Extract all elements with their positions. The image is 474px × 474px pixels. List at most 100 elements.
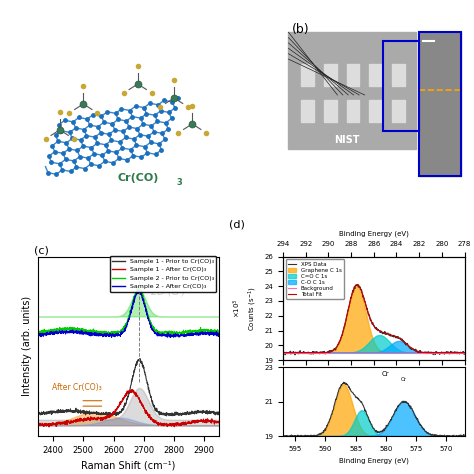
Text: Cr(CO): Cr(CO) (117, 173, 158, 183)
Sample 2 - After Cr(CO)₃ (109, 332, 114, 338)
Sample 2 - Prior to Cr(CO)₃ (180, 329, 186, 335)
Sample 1 - After Cr(CO)₃ (129, 387, 135, 392)
Total Fit (379, 329, 384, 335)
Bar (301, 64, 314, 86)
Bar (392, 100, 405, 122)
Bar (324, 100, 337, 122)
Sample 1 - After Cr(CO)₃ (35, 421, 41, 427)
Y-axis label: Counts (s$^{-1}$): Counts (s$^{-1}$) (246, 286, 259, 331)
Sample 1 - Prior to Cr(CO)₃ (54, 409, 59, 415)
Text: Cr: Cr (382, 371, 390, 377)
Sample 2 - Prior to Cr(CO)₃ (170, 332, 176, 337)
Sample 1 - After Cr(CO)₃ (217, 420, 222, 426)
Sample 2 - After Cr(CO)₃ (115, 333, 121, 338)
Sample 1 - After Cr(CO)₃ (177, 421, 182, 427)
Sample 1 - After Cr(CO)₃ (46, 424, 52, 430)
Background (457, 350, 463, 356)
Bar (324, 64, 337, 86)
Sample 1 - After Cr(CO)₃ (109, 413, 114, 419)
Text: 3: 3 (177, 178, 182, 187)
Sample 2 - After Cr(CO)₃ (54, 328, 59, 334)
Sample 2 - Prior to Cr(CO)₃ (115, 328, 121, 334)
Bar (346, 64, 359, 86)
Bar (383, 41, 419, 131)
Legend: XPS Data, Graphene C 1s, C=O C 1s, C-O C 1s, Background, Total Fit: XPS Data, Graphene C 1s, C=O C 1s, C-O C… (286, 259, 344, 300)
Bar (419, 32, 461, 176)
Bar (289, 32, 416, 149)
Text: (d): (d) (228, 219, 245, 229)
Y-axis label: Intensity (arb. units): Intensity (arb. units) (22, 296, 32, 396)
Sample 2 - After Cr(CO)₃ (180, 333, 186, 339)
Background (429, 350, 435, 356)
Sample 1 - Prior to Cr(CO)₃ (217, 410, 222, 416)
X-axis label: Binding Energy (eV): Binding Energy (eV) (339, 457, 409, 464)
Text: After Cr(CO)₃: After Cr(CO)₃ (52, 383, 102, 392)
Text: $\times 10^3$: $\times 10^3$ (232, 299, 244, 318)
Sample 1 - After Cr(CO)₃ (160, 421, 166, 427)
Sample 1 - Prior to Cr(CO)₃ (109, 411, 114, 417)
Sample 1 - After Cr(CO)₃ (54, 421, 59, 427)
Sample 2 - Prior to Cr(CO)₃ (177, 330, 182, 336)
Sample 2 - After Cr(CO)₃ (109, 335, 114, 340)
Total Fit (368, 317, 374, 323)
Line: Sample 1 - Prior to Cr(CO)₃: Sample 1 - Prior to Cr(CO)₃ (38, 358, 219, 416)
Background (462, 350, 467, 356)
Total Fit (462, 350, 467, 356)
Background (378, 350, 384, 356)
Total Fit (367, 314, 373, 320)
XPS Data (429, 350, 435, 356)
Sample 2 - After Cr(CO)₃ (217, 331, 222, 337)
XPS Data (367, 315, 373, 321)
Background (366, 350, 372, 356)
Bar (369, 100, 382, 122)
Sample 2 - Prior to Cr(CO)₃ (217, 329, 222, 335)
Line: XPS Data: XPS Data (283, 284, 465, 355)
Background (367, 350, 373, 356)
XPS Data (458, 350, 464, 356)
Background (388, 350, 394, 356)
Total Fit (429, 350, 435, 356)
XPS Data (379, 330, 385, 336)
Sample 1 - Prior to Cr(CO)₃ (180, 411, 186, 417)
Sample 2 - Prior to Cr(CO)₃ (160, 331, 165, 337)
Text: Cr: Cr (401, 377, 407, 382)
X-axis label: Binding Energy (eV): Binding Energy (eV) (339, 230, 409, 237)
Text: (c): (c) (34, 246, 49, 256)
Bar (419, 32, 461, 176)
Bar (346, 100, 359, 122)
Line: Sample 2 - Prior to Cr(CO)₃: Sample 2 - Prior to Cr(CO)₃ (38, 288, 219, 335)
Line: Sample 1 - After Cr(CO)₃: Sample 1 - After Cr(CO)₃ (38, 390, 219, 427)
Sample 2 - After Cr(CO)₃ (160, 331, 166, 337)
XPS Data (462, 351, 467, 356)
Legend: Sample 1 - Prior to Cr(CO)₃, Sample 1 - After Cr(CO)₃, Sample 2 - Prior to Cr(CO: Sample 1 - Prior to Cr(CO)₃, Sample 1 - … (109, 256, 216, 292)
Sample 1 - Prior to Cr(CO)₃ (137, 356, 143, 361)
Text: (b): (b) (292, 23, 310, 36)
XPS Data (389, 333, 395, 339)
Total Fit (355, 282, 360, 287)
Sample 2 - Prior to Cr(CO)₃ (54, 328, 59, 333)
Sample 1 - After Cr(CO)₃ (115, 403, 121, 409)
Sample 2 - Prior to Cr(CO)₃ (109, 328, 114, 334)
Sample 2 - After Cr(CO)₃ (177, 333, 182, 338)
XPS Data (280, 351, 286, 356)
X-axis label: Raman Shift (cm⁻¹): Raman Shift (cm⁻¹) (82, 460, 176, 470)
Total Fit (280, 350, 286, 356)
Total Fit (458, 350, 464, 356)
Text: 2D (G'): 2D (G') (151, 287, 185, 297)
XPS Data (355, 282, 361, 287)
Sample 1 - Prior to Cr(CO)₃ (35, 410, 41, 416)
Bar (301, 100, 314, 122)
Sample 1 - After Cr(CO)₃ (180, 421, 186, 427)
Line: Sample 2 - After Cr(CO)₃: Sample 2 - After Cr(CO)₃ (38, 290, 219, 337)
Bar (369, 64, 382, 86)
Sample 2 - After Cr(CO)₃ (136, 287, 141, 293)
Sample 1 - Prior to Cr(CO)₃ (164, 413, 169, 419)
Sample 2 - Prior to Cr(CO)₃ (136, 285, 141, 291)
Sample 2 - Prior to Cr(CO)₃ (35, 330, 41, 336)
Bar (392, 64, 405, 86)
Sample 1 - Prior to Cr(CO)₃ (115, 410, 121, 416)
Sample 2 - After Cr(CO)₃ (35, 333, 41, 339)
XPS Data (292, 352, 298, 358)
Total Fit (389, 332, 394, 338)
Sample 1 - Prior to Cr(CO)₃ (160, 411, 165, 417)
